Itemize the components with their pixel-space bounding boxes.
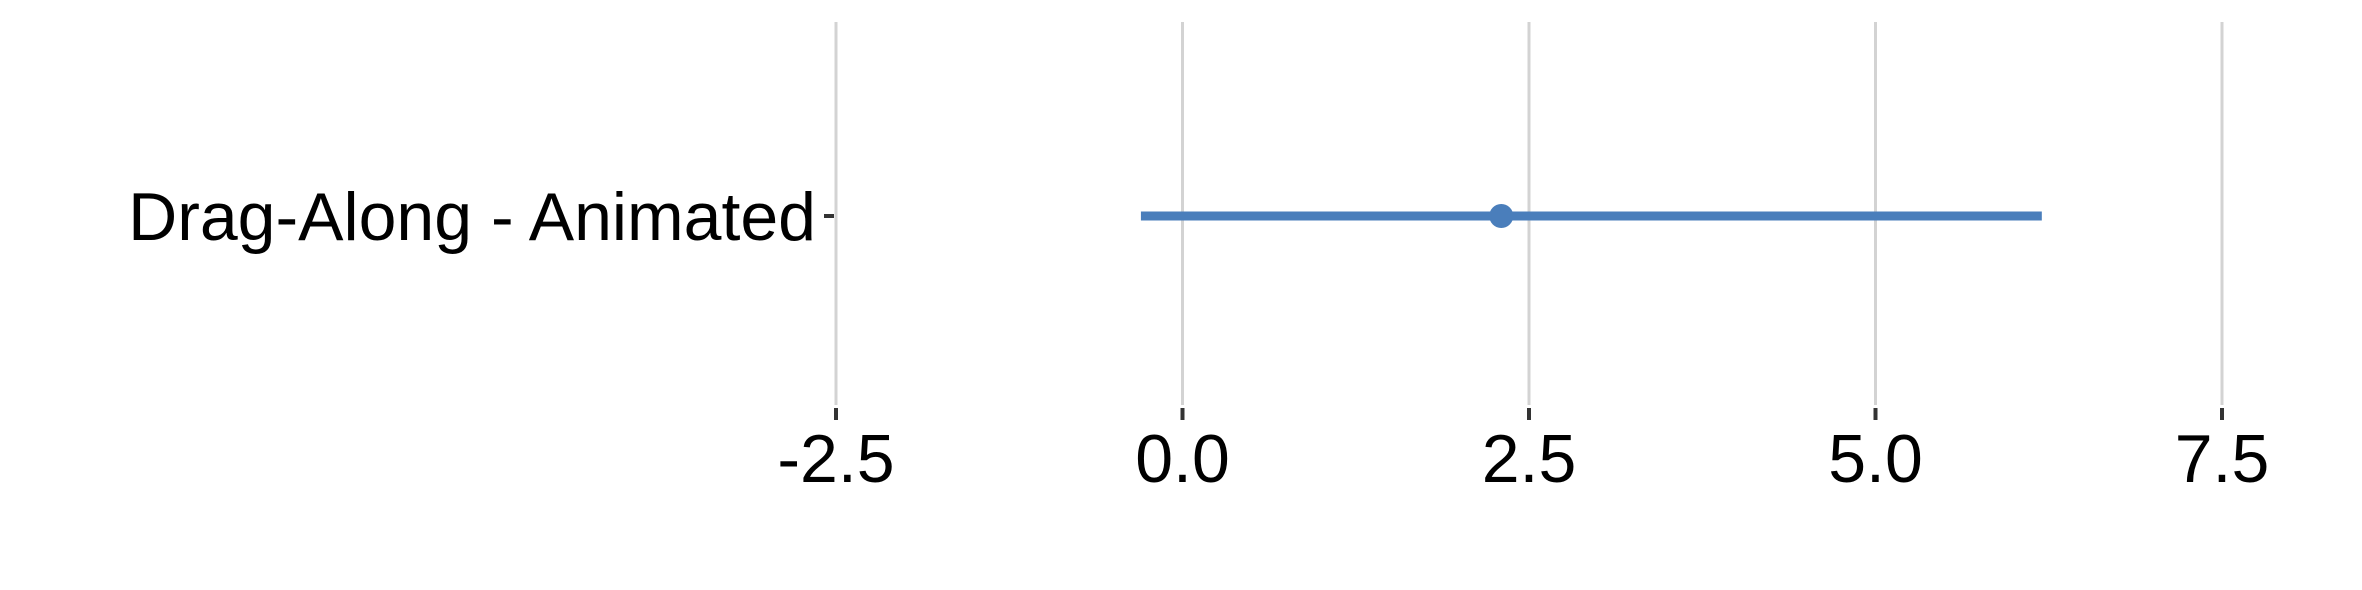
x-tick-label-0: -2.5 [777, 421, 894, 497]
x-axis: -2.5 0.0 2.5 5.0 7.5 [777, 408, 2269, 497]
x-tick-label-4: 7.5 [2175, 421, 2270, 497]
plot-marks [1140, 204, 2042, 228]
x-tick-label-2: 2.5 [1482, 421, 1577, 497]
x-tick-label-3: 5.0 [1828, 421, 1923, 497]
point-estimate-0 [1489, 204, 1514, 228]
x-tick-label-1: 0.0 [1135, 421, 1230, 497]
category-label-0: Drag-Along - Animated [128, 179, 816, 255]
y-axis: Drag-Along - Animated [128, 179, 834, 255]
